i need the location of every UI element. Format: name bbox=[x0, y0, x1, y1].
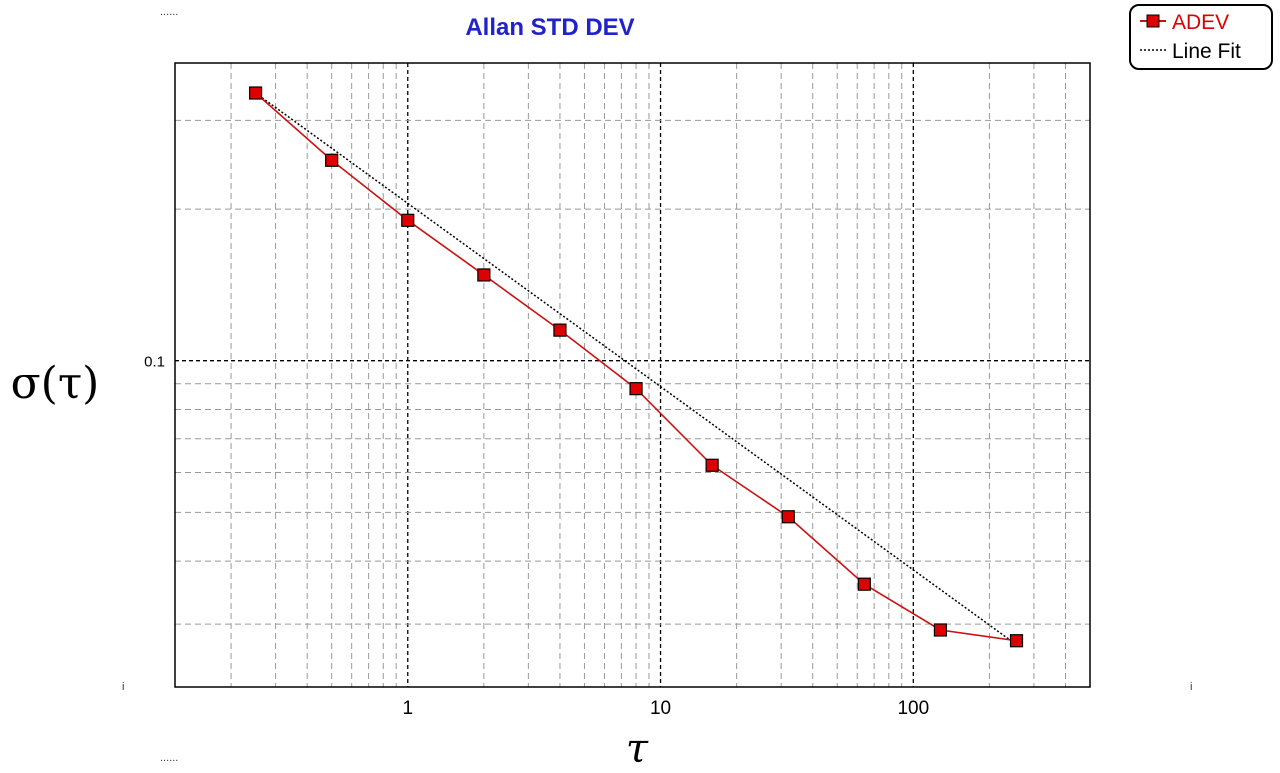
x-tick-label: 100 bbox=[897, 698, 929, 719]
adev-point bbox=[629, 382, 643, 396]
adev-point bbox=[325, 153, 339, 167]
legend-linefit-label: Line Fit bbox=[1172, 40, 1241, 63]
adev-point bbox=[477, 268, 491, 282]
tick-labels: 1 10 100 0.1 bbox=[144, 354, 929, 719]
adev-point bbox=[401, 213, 415, 227]
adev-point bbox=[705, 458, 719, 472]
legend[interactable]: ADEV Line Fit bbox=[1129, 4, 1273, 70]
y-axis-label: σ(τ) bbox=[11, 358, 100, 409]
y-tick-label: 0.1 bbox=[144, 354, 165, 371]
side-mark-left: i bbox=[122, 681, 124, 693]
grid-lines bbox=[175, 63, 1090, 687]
x-tick-label: 10 bbox=[650, 698, 671, 719]
legend-adev-label: ADEV bbox=[1172, 11, 1229, 34]
corner-dots-top: ...... bbox=[160, 6, 178, 18]
adev-point bbox=[553, 323, 567, 337]
series-group bbox=[248, 86, 1024, 648]
x-axis-label: τ bbox=[626, 726, 649, 772]
adev-point bbox=[248, 86, 263, 100]
adev-point bbox=[781, 510, 795, 524]
x-tick-label: 1 bbox=[402, 698, 413, 719]
corner-dots-bottom: ...... bbox=[160, 752, 178, 764]
chart-title: Allan STD DEV bbox=[465, 14, 634, 41]
plot-area-frame bbox=[174, 62, 1091, 688]
side-mark-right: i bbox=[1190, 681, 1192, 693]
legend-adev-marker bbox=[1146, 14, 1160, 28]
adev-point bbox=[1009, 634, 1024, 648]
adev-point bbox=[933, 623, 948, 637]
series-line-fit bbox=[255, 92, 1017, 646]
adev-point bbox=[857, 577, 871, 591]
